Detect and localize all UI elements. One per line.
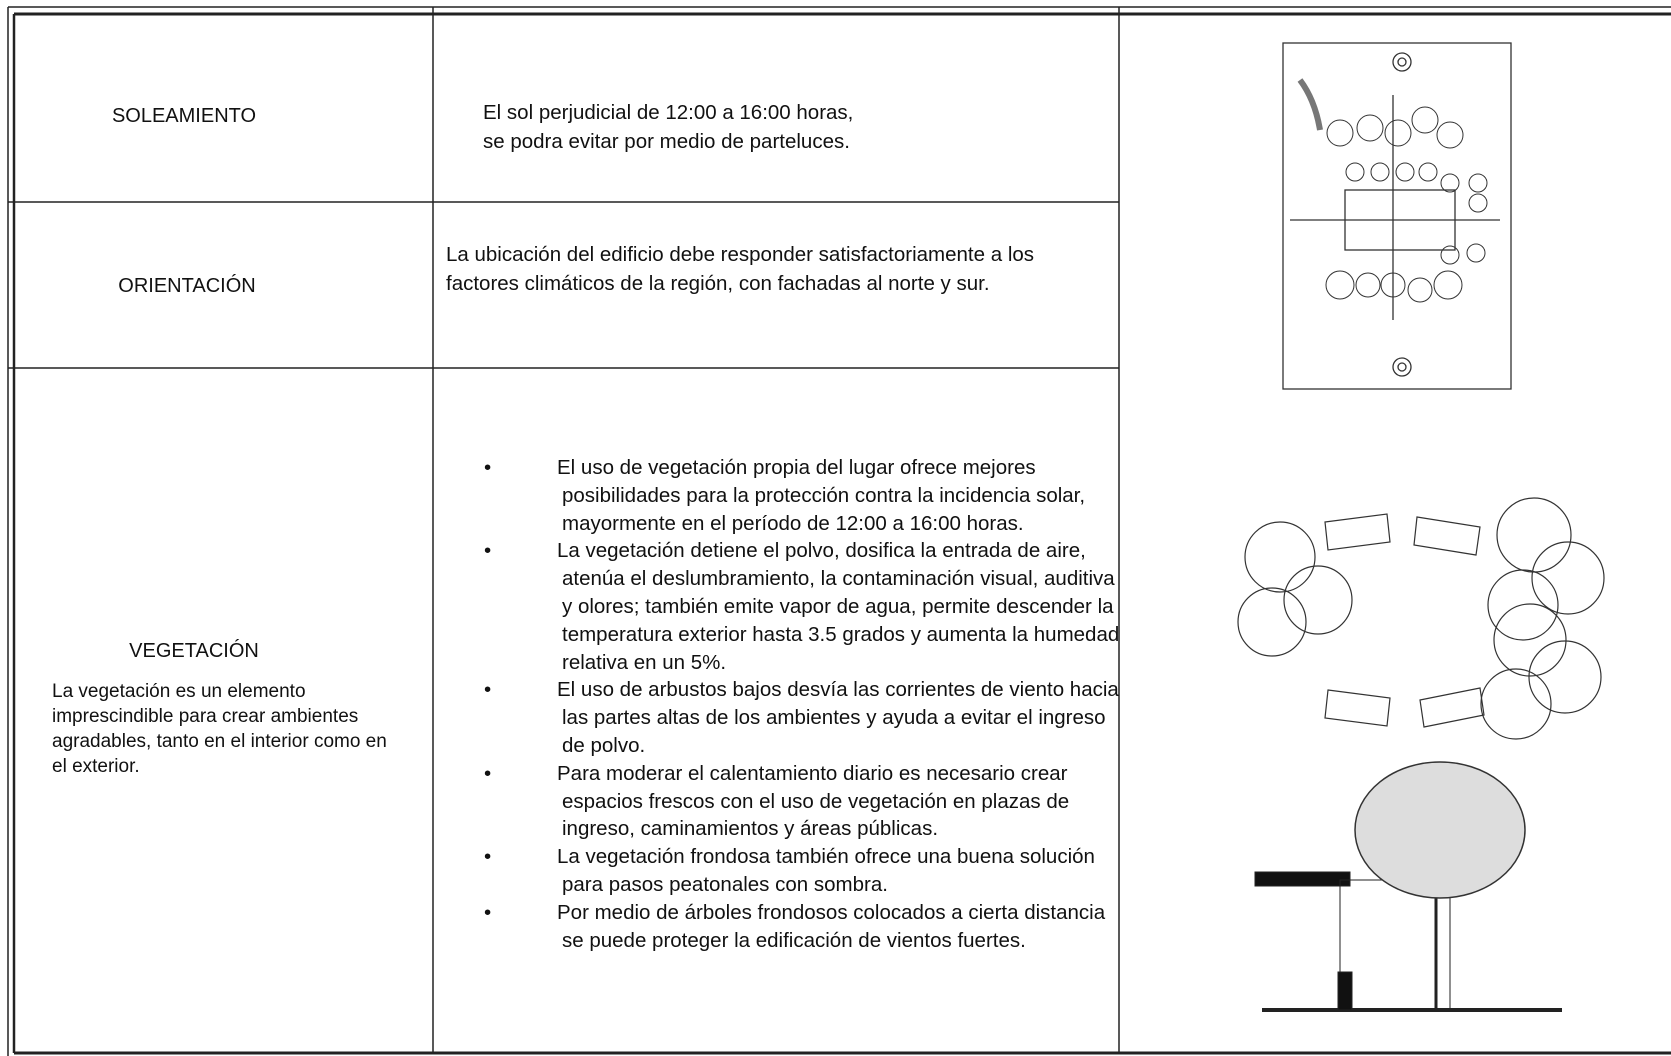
text-line: se podra evitar por medio de parteluces. (483, 130, 850, 153)
bullet-item: Para moderar el calentamiento diario es … (484, 760, 1122, 843)
cell-text: El sol perjudicial de 12:00 a 16:00 hora… (483, 98, 853, 156)
bullet-item: El uso de vegetación propia del lugar of… (484, 454, 1122, 537)
bullet-list: El uso de vegetación propia del lugar of… (484, 454, 1122, 955)
row-description: La vegetación es un elemento imprescindi… (52, 681, 387, 777)
text-line: factores climáticos de la región, con fa… (446, 272, 990, 295)
row-label: VEGETACIÓN (129, 640, 259, 662)
row-label: SOLEAMIENTO (111, 105, 257, 127)
row-label: ORIENTACIÓN (118, 275, 256, 297)
cell-text: La ubicación del edificio debe responder… (446, 240, 1034, 298)
bullet-item: La vegetación frondosa también ofrece un… (484, 843, 1122, 899)
text-line: El sol perjudicial de 12:00 a 16:00 hora… (483, 101, 854, 124)
bullet-item: La vegetación detiene el polvo, dosifica… (484, 537, 1122, 676)
bullet-item: El uso de arbustos bajos desvía las corr… (484, 676, 1122, 759)
text-line: La ubicación del edificio debe responder… (446, 243, 1035, 266)
bullet-item: Por medio de árboles frondosos colocados… (484, 899, 1122, 955)
